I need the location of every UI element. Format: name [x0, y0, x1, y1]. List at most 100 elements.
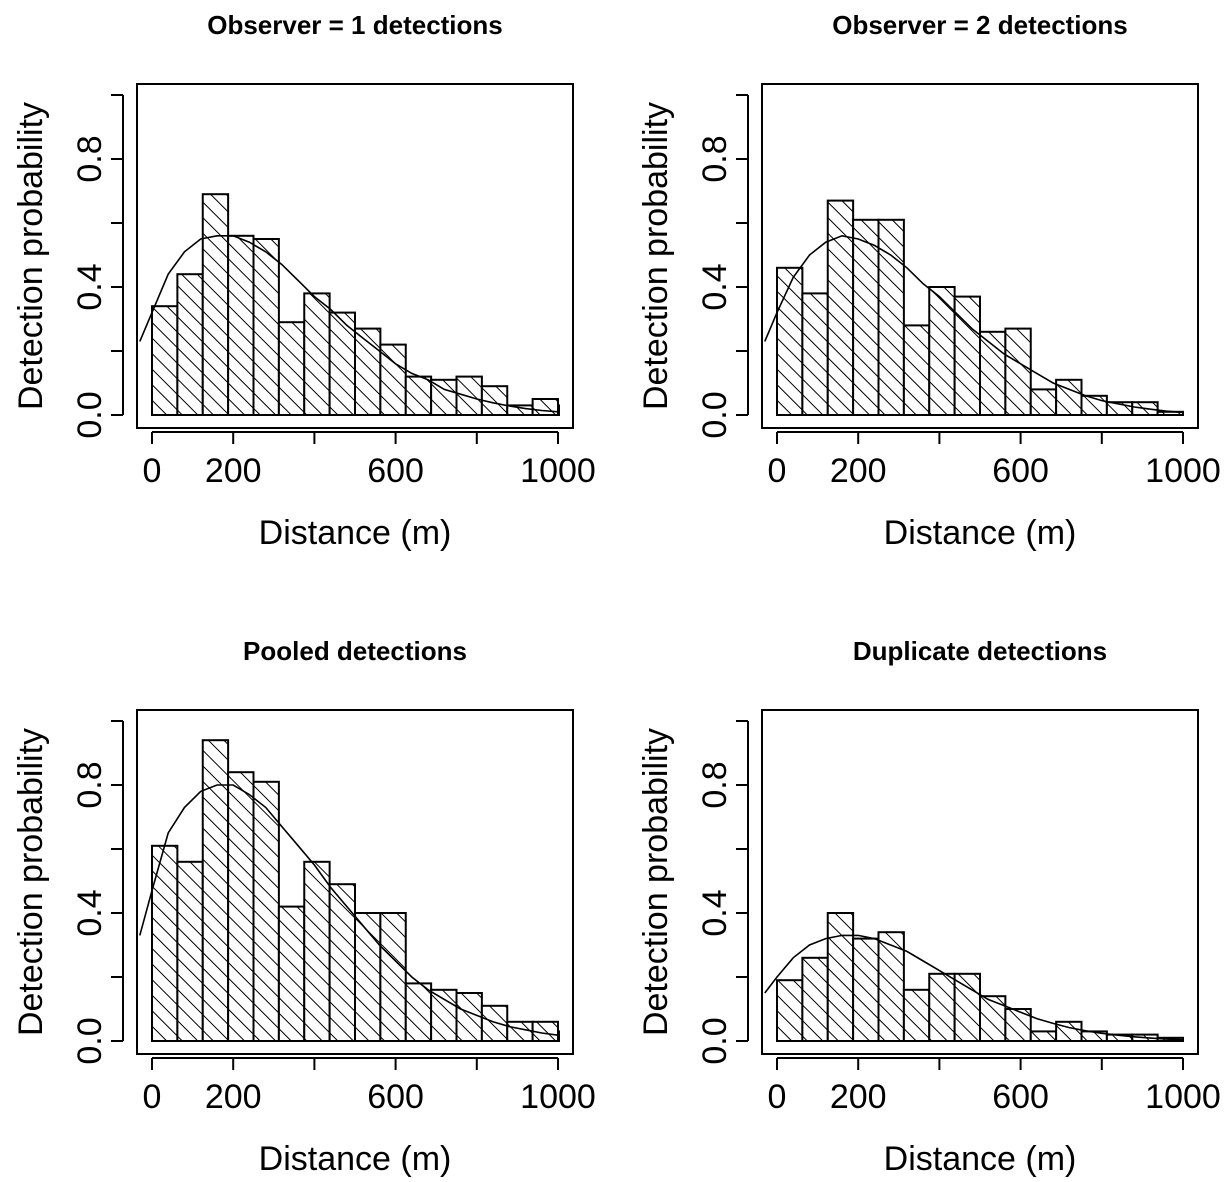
histogram-bar	[826, 199, 855, 416]
plot-frame	[761, 709, 1199, 1055]
histogram-bar	[227, 771, 255, 1042]
histogram-bar	[328, 883, 356, 1043]
histogram-bar	[877, 218, 905, 416]
histogram-bar	[1004, 327, 1032, 417]
x-tick-label: 200	[830, 1078, 887, 1116]
chart-title: Observer = 2 detections	[832, 10, 1128, 40]
x-tick-label: 1000	[520, 1078, 596, 1116]
histogram-bar	[776, 979, 804, 1043]
chart-title: Pooled detections	[243, 636, 467, 666]
fitted-curve	[139, 784, 559, 1036]
histogram-bar	[303, 292, 331, 416]
x-tick-label: 1000	[1145, 1078, 1221, 1116]
y-axis-label: Detection probability	[637, 102, 675, 410]
histogram-bar	[151, 305, 179, 417]
histogram-bar	[252, 238, 280, 416]
histogram-bar	[379, 912, 407, 1042]
y-axis-label: Detection probability	[637, 728, 675, 1036]
fitted-curve	[764, 234, 1184, 414]
histogram-bar	[531, 398, 559, 416]
y-tick-label: 0.0	[71, 391, 109, 438]
histogram-bar	[277, 905, 306, 1042]
histogram-bar	[328, 311, 356, 417]
fitted-curve	[764, 934, 1184, 1041]
plot-frame	[761, 83, 1199, 429]
y-tick-label: 0.0	[71, 1017, 109, 1064]
x-tick-label: 600	[367, 452, 424, 490]
histogram-bar	[404, 982, 433, 1042]
y-tick-label: 0.8	[71, 761, 109, 808]
x-tick-label: 200	[205, 452, 262, 490]
y-axis-label: Detection probability	[12, 102, 50, 410]
x-tick-label: 600	[992, 1078, 1049, 1116]
y-tick-label: 0.0	[696, 391, 734, 438]
histogram-bar	[557, 404, 560, 416]
x-tick-label: 1000	[520, 452, 596, 490]
histogram-bar	[201, 193, 230, 416]
histogram-bar	[354, 327, 382, 417]
histogram-bar	[1029, 1030, 1058, 1042]
panels: Observer = 1 detections 0.0 0.4 0.8 0 200 600 1…	[12, 10, 1221, 1178]
chart-panel-3: Pooled detections 0.0 0.4 0.8 0 200 600 1000 Dis…	[12, 636, 596, 1178]
histogram-bar	[455, 375, 483, 417]
histogram-bar	[1004, 1008, 1032, 1042]
x-tick-label: 1000	[1145, 452, 1221, 490]
x-axis-label: Distance (m)	[884, 1140, 1077, 1178]
fitted-curve	[139, 235, 559, 413]
y-tick-label: 0.8	[696, 135, 734, 182]
chart-panel-4: Duplicate detections 0.0 0.4 0.8 0 200 600 1000…	[637, 636, 1221, 1178]
histogram-bar	[455, 992, 483, 1042]
histogram-bar	[928, 972, 956, 1042]
histogram-bar	[776, 266, 804, 416]
histogram-bar	[227, 234, 255, 416]
y-tick-label: 0.8	[696, 761, 734, 808]
histogram-bar	[852, 937, 880, 1043]
y-tick-label: 0.4	[71, 889, 109, 936]
y-tick-label: 0.4	[71, 263, 109, 310]
x-tick-label: 0	[768, 452, 787, 490]
y-tick-label: 0.4	[696, 889, 734, 936]
histogram-bar	[201, 739, 230, 1042]
x-axis-label: Distance (m)	[259, 1140, 452, 1178]
x-axis-label: Distance (m)	[259, 514, 452, 552]
histogram-bar	[877, 931, 905, 1043]
histogram-bar	[953, 972, 981, 1042]
chart-title: Observer = 1 detections	[207, 10, 503, 40]
x-tick-label: 0	[143, 452, 162, 490]
chart-title: Duplicate detections	[853, 636, 1107, 666]
x-tick-label: 0	[768, 1078, 787, 1116]
chart-panel-2: Observer = 2 detections 0.0 0.4 0.8 0 200 600 1…	[637, 10, 1221, 552]
x-tick-label: 200	[205, 1078, 262, 1116]
histogram-bar	[801, 956, 829, 1042]
histogram-bar	[902, 324, 931, 416]
histogram-bar	[1029, 388, 1058, 416]
y-tick-label: 0.4	[696, 263, 734, 310]
histogram-bar	[430, 378, 458, 416]
histogram-bar	[801, 292, 829, 416]
histogram-bar	[506, 1020, 534, 1042]
x-axis-label: Distance (m)	[884, 514, 1077, 552]
histogram-bar	[176, 273, 204, 417]
x-tick-label: 0	[143, 1078, 162, 1116]
plot-frame	[136, 709, 574, 1055]
histogram-bar	[557, 1030, 560, 1042]
histogram-bar	[252, 780, 280, 1043]
y-tick-label: 0.8	[71, 135, 109, 182]
plot-frame	[136, 83, 574, 429]
histogram-bar	[902, 988, 931, 1042]
x-tick-label: 200	[830, 452, 887, 490]
histogram-bar	[852, 218, 880, 416]
x-tick-label: 600	[367, 1078, 424, 1116]
chart-panel-1: Observer = 1 detections 0.0 0.4 0.8 0 200 600 1…	[12, 10, 596, 552]
histogram-bar	[176, 860, 204, 1042]
histogram-bar	[277, 321, 306, 417]
histogram-bar	[404, 375, 433, 417]
histogram-bar	[430, 988, 458, 1042]
histogram-bar	[480, 1004, 509, 1042]
histogram-bar	[826, 912, 855, 1042]
histogram-bar	[303, 860, 331, 1042]
histogram-bar	[928, 286, 956, 416]
y-tick-label: 0.0	[696, 1017, 734, 1064]
histogram-bar	[979, 995, 1007, 1043]
